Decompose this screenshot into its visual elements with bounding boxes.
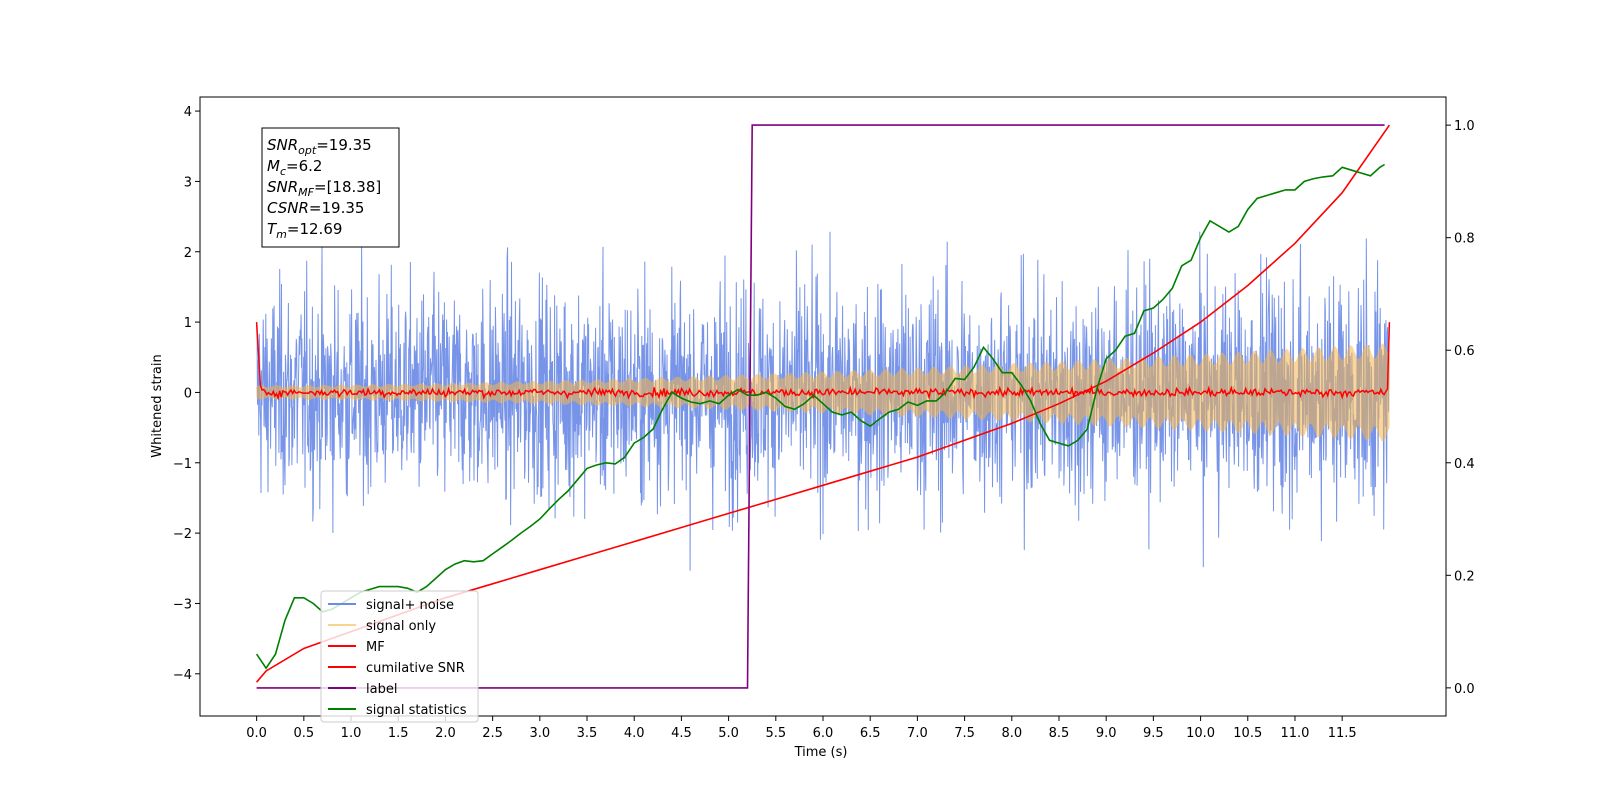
series-signal-statistics bbox=[255, 163, 1386, 670]
series-label bbox=[256, 124, 1385, 689]
y-left-tick-label: 4 bbox=[184, 105, 192, 120]
x-tick-label: 7.0 bbox=[907, 726, 928, 741]
y-right-tick-label: 0.0 bbox=[1454, 682, 1475, 697]
series-signal-only bbox=[256, 343, 1390, 442]
x-tick-label: 3.5 bbox=[577, 726, 598, 741]
x-tick-label: 0.5 bbox=[293, 726, 314, 741]
x-tick-label: 11.5 bbox=[1328, 726, 1357, 741]
annotation-line: Tm=12.69 bbox=[267, 220, 342, 241]
x-tick-label: 4.5 bbox=[671, 726, 692, 741]
legend-label: signal+ noise bbox=[366, 598, 454, 613]
x-tick-label: 5.0 bbox=[718, 726, 739, 741]
series-mf bbox=[255, 322, 1391, 401]
legend-label: label bbox=[366, 682, 397, 697]
x-tick-label: 3.0 bbox=[529, 726, 550, 741]
y-left-tick-label: −1 bbox=[173, 457, 192, 472]
legend-label: cumilative SNR bbox=[366, 661, 465, 676]
legend-label: MF bbox=[366, 640, 385, 655]
x-tick-label: 8.5 bbox=[1049, 726, 1070, 741]
y-left-tick-label: −4 bbox=[173, 668, 192, 683]
legend-frame bbox=[320, 590, 479, 723]
x-tick-label: 6.0 bbox=[813, 726, 834, 741]
x-tick-label: 2.5 bbox=[482, 726, 503, 741]
annotation-line: SNRopt=19.35 bbox=[267, 136, 372, 157]
x-tick-label: 9.5 bbox=[1143, 726, 1164, 741]
x-tick-label: 7.5 bbox=[954, 726, 975, 741]
x-tick-label: 10.5 bbox=[1233, 726, 1262, 741]
x-tick-label: 11.0 bbox=[1280, 726, 1309, 741]
legend-label: signal only bbox=[366, 619, 436, 634]
legend: signal+ noise signal only MF cumilative SNR… bbox=[320, 590, 479, 723]
annotation-frame bbox=[261, 127, 400, 248]
x-tick-label: 2.0 bbox=[435, 726, 456, 741]
x-tick-label: 1.0 bbox=[341, 726, 362, 741]
x-tick-label: 4.0 bbox=[624, 726, 645, 741]
x-tick-label: 9.0 bbox=[1096, 726, 1117, 741]
x-tick-label: 8.0 bbox=[1001, 726, 1022, 741]
x-axis-label: Time (s) bbox=[794, 745, 848, 760]
y-left-tick-label: −3 bbox=[173, 597, 192, 612]
x-tick-label: 10.0 bbox=[1186, 726, 1215, 741]
y-axis-left: −4 −3 −2 −1 0 1 2 3 4 bbox=[173, 105, 200, 683]
annotation-line: CSNR=19.35 bbox=[267, 199, 364, 217]
y-left-tick-label: −2 bbox=[173, 527, 192, 542]
x-tick-label: 0.0 bbox=[246, 726, 267, 741]
annotation-line: SNRMF=[18.38] bbox=[267, 178, 381, 199]
x-tick-label: 6.5 bbox=[860, 726, 881, 741]
y-axis-label: Whitened strain bbox=[150, 354, 165, 457]
y-right-tick-label: 0.2 bbox=[1454, 569, 1475, 584]
y-left-tick-label: 2 bbox=[184, 246, 192, 261]
y-right-tick-label: 0.6 bbox=[1454, 344, 1475, 359]
y-left-tick-label: 1 bbox=[184, 316, 192, 331]
x-axis: 0.0 0.5 1.0 1.5 2.0 2.5 3.0 3.5 4.0 4.5 5.0 5.5 6.0 6… bbox=[246, 716, 1357, 741]
y-right-tick-label: 0.4 bbox=[1454, 457, 1475, 472]
y-axis-right: 0.0 0.2 0.4 0.6 0.8 1.0 bbox=[1446, 119, 1475, 697]
y-right-tick-label: 1.0 bbox=[1454, 119, 1475, 134]
y-left-tick-label: 0 bbox=[184, 386, 192, 401]
annotation-line: Mc=6.2 bbox=[267, 157, 322, 178]
annotation-box: SNRopt=19.35Mc=6.2SNRMF=[18.38]CSNR=19.3… bbox=[261, 127, 400, 248]
y-left-tick-label: 3 bbox=[184, 175, 192, 190]
y-right-tick-label: 0.8 bbox=[1454, 232, 1475, 247]
x-tick-label: 1.5 bbox=[388, 726, 409, 741]
x-tick-label: 5.5 bbox=[765, 726, 786, 741]
legend-label: signal statistics bbox=[366, 703, 467, 718]
